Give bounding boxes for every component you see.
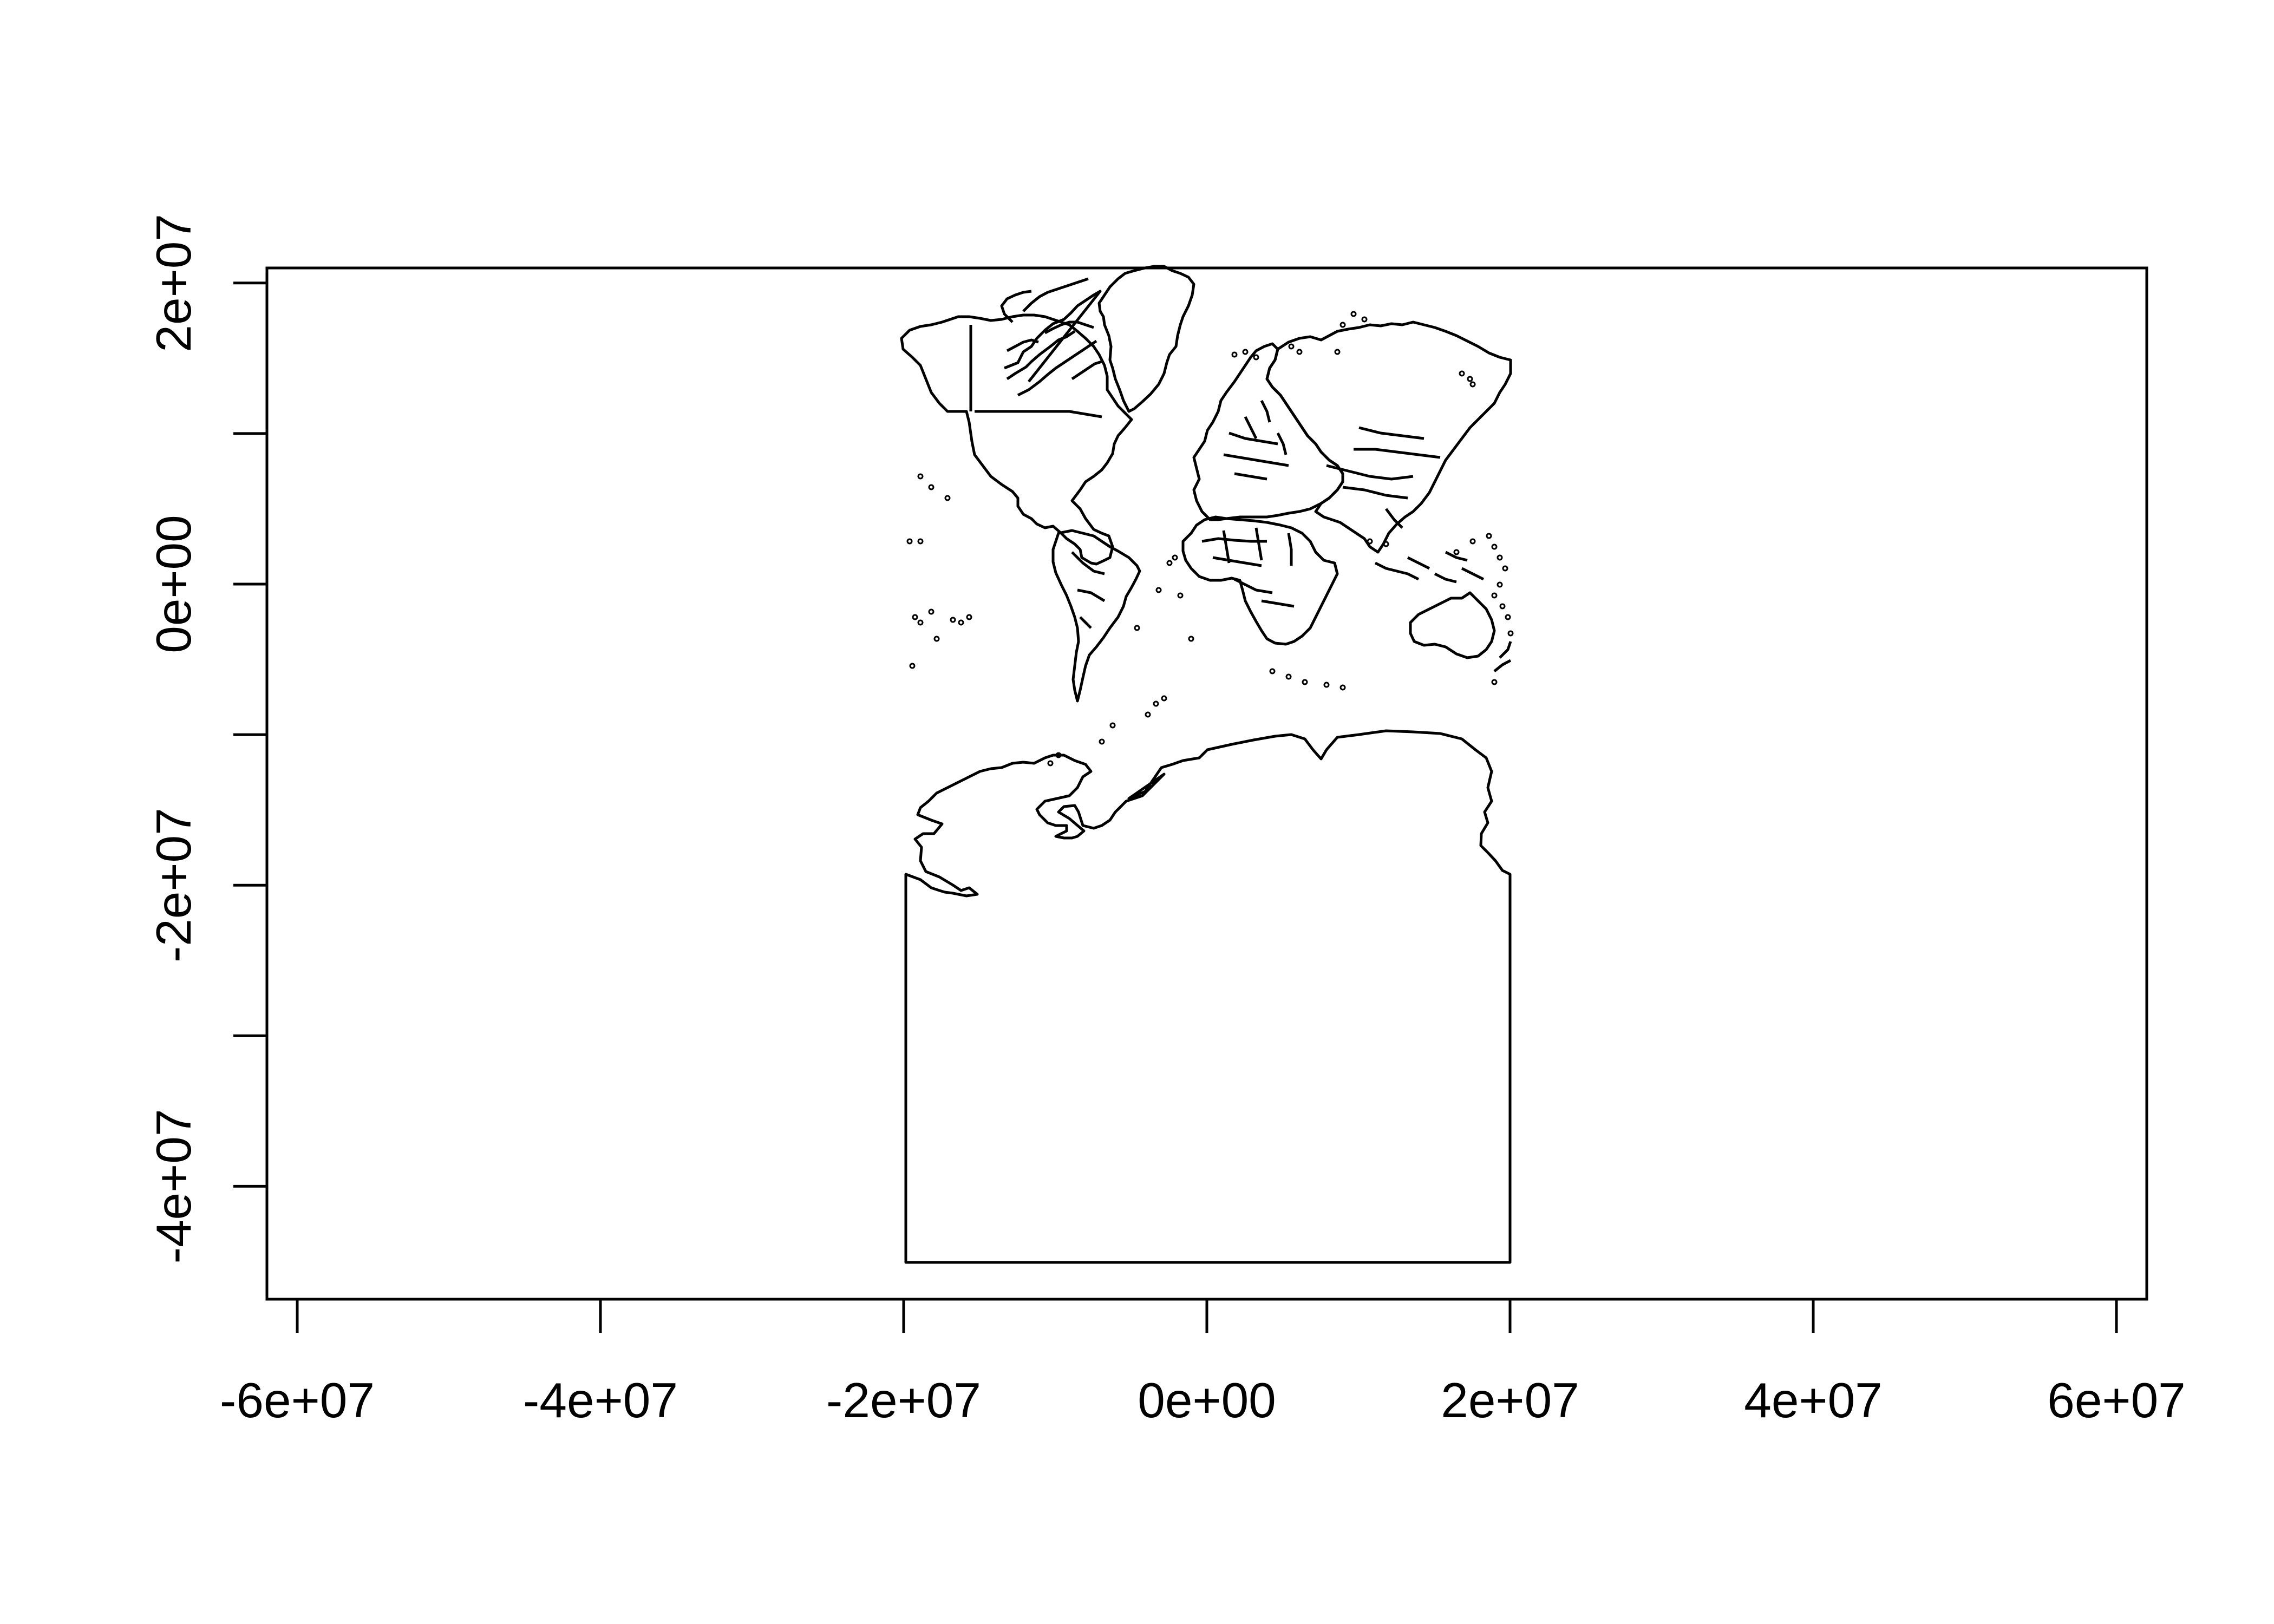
island-dot [909, 663, 916, 669]
island-dot [1339, 684, 1346, 691]
island-dot [1383, 541, 1389, 547]
island-dot [1055, 752, 1062, 758]
island-dot [1109, 722, 1116, 729]
island-dot [1253, 354, 1259, 361]
greenland-outline [1097, 265, 1195, 413]
island-dot [1339, 322, 1346, 328]
island-dot [917, 473, 924, 480]
island-dot [1491, 543, 1498, 550]
island-dot [1296, 349, 1303, 355]
island-dot [1491, 679, 1498, 685]
island-dot [1505, 614, 1511, 620]
usa-canada-border [975, 410, 1102, 418]
asia-borders [1326, 426, 1441, 529]
x-tick-label: 6e+07 [2047, 1373, 2186, 1428]
island-dot [944, 495, 951, 501]
island-dot [1497, 581, 1503, 588]
island-dot [1155, 587, 1162, 593]
world-map [900, 265, 1514, 1264]
south-america-outline [1051, 529, 1141, 703]
africa-borders [1201, 527, 1295, 608]
plot-frame [265, 266, 2148, 1301]
island-dot [1469, 538, 1476, 545]
island-dot [1453, 549, 1460, 555]
island-dot [1285, 673, 1292, 680]
new-zealand-outline [1493, 641, 1512, 672]
x-tick-label: 2e+07 [1441, 1373, 1579, 1428]
australia-outline [1409, 591, 1496, 659]
island-dot [1269, 668, 1276, 675]
island-dot [1047, 760, 1054, 767]
y-axis: -4e+07 -2e+07 0e+00 2e+07 [147, 214, 269, 1263]
island-dot [966, 614, 972, 620]
x-axis: -6e+07 -4e+07 -2e+07 0e+00 2e+07 4e+07 6e+07 [220, 1298, 2186, 1428]
island-dot [1302, 679, 1308, 685]
south-america-borders [1071, 551, 1106, 629]
africa-outline [1181, 515, 1339, 646]
north-america-outline [900, 313, 1133, 566]
island-dot [1231, 351, 1238, 358]
x-tick-label: 4e+07 [1744, 1373, 1883, 1428]
asia-outline [1265, 320, 1512, 554]
y-tick-label: -2e+07 [147, 808, 201, 962]
island-dot [1188, 636, 1194, 642]
island-dot [1350, 311, 1357, 317]
island-dot [917, 538, 924, 545]
island-dot [917, 619, 924, 626]
y-tick-label: 2e+07 [147, 214, 201, 352]
island-dot [1172, 554, 1178, 561]
island-dot [1469, 381, 1476, 388]
island-dot [1507, 630, 1514, 637]
island-dot [1134, 625, 1140, 631]
island-dot [1467, 376, 1473, 382]
x-tick-label: -4e+07 [523, 1373, 678, 1428]
island-dot [933, 636, 940, 642]
island-dot [1177, 592, 1184, 599]
x-tick-label: -2e+07 [826, 1373, 981, 1428]
antarctica-outline [904, 729, 1512, 1264]
y-tick-label: 0e+00 [147, 515, 201, 653]
island-dot [1459, 370, 1465, 377]
island-dot [1166, 560, 1173, 566]
island-dot [928, 484, 935, 490]
island-dot [1161, 695, 1167, 702]
island-dot [1502, 565, 1508, 572]
island-dot [1153, 700, 1159, 707]
island-dots [906, 311, 1514, 767]
island-dot [1367, 538, 1373, 545]
island-dot [912, 614, 918, 620]
island-dot [958, 619, 964, 626]
arctic-islands [1000, 277, 1102, 397]
x-tick-label: 0e+00 [1138, 1373, 1276, 1428]
y-tick-label: -4e+07 [147, 1109, 201, 1263]
island-dot [1499, 603, 1506, 610]
island-dot [1323, 682, 1330, 688]
island-dot [1099, 738, 1105, 745]
island-dot [1497, 554, 1503, 561]
europe-borders [1223, 400, 1289, 481]
island-dot [1288, 343, 1295, 350]
island-dot [928, 608, 935, 615]
island-dot [1334, 349, 1341, 355]
island-dot [906, 538, 913, 545]
island-dot [1145, 711, 1151, 718]
island-dot [1486, 533, 1492, 539]
island-dot [950, 617, 956, 623]
island-dot [1361, 316, 1368, 323]
island-dot [1242, 349, 1249, 355]
x-tick-label: -6e+07 [220, 1373, 375, 1428]
island-dot [1491, 592, 1498, 599]
southeast-asia-islands [1374, 551, 1485, 584]
